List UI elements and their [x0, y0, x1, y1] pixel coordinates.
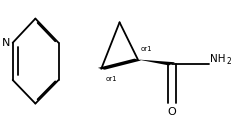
Text: N: N	[2, 38, 10, 48]
Text: or1: or1	[141, 46, 152, 52]
Text: 2: 2	[226, 58, 231, 66]
Text: or1: or1	[106, 76, 117, 82]
Text: NH: NH	[210, 54, 225, 64]
Polygon shape	[98, 59, 141, 70]
Polygon shape	[138, 60, 175, 65]
Text: O: O	[168, 107, 176, 117]
